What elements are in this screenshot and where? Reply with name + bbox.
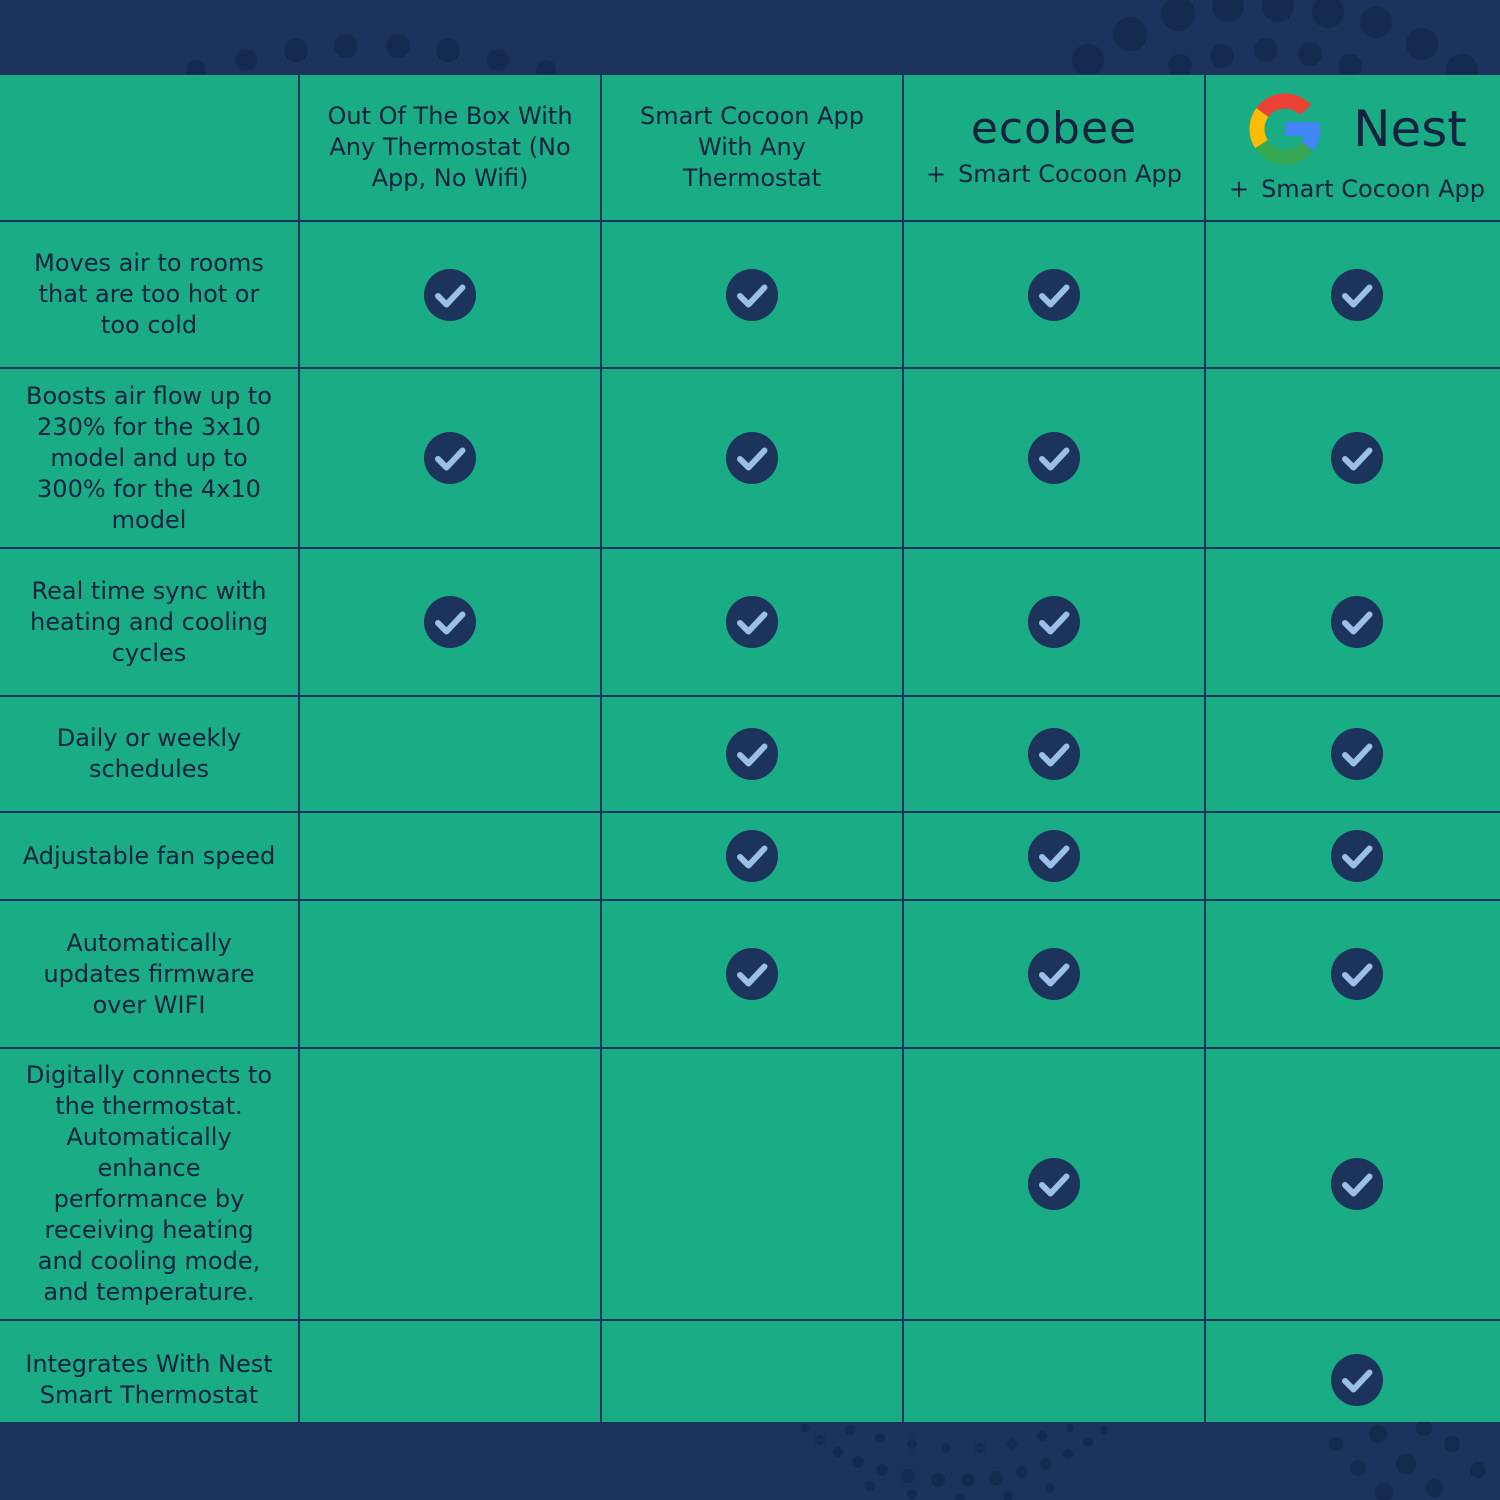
check-circle-icon xyxy=(1028,830,1080,882)
feature-label: Moves air to rooms that are too hot or t… xyxy=(34,249,264,339)
feature-cell: Real time sync with heating and cooling … xyxy=(0,549,298,695)
check-cell xyxy=(904,1049,1204,1319)
check-circle-icon xyxy=(1331,268,1383,321)
bottom-decorative-band xyxy=(0,1422,1500,1500)
feature-cell: Digitally connects to the thermostat. Au… xyxy=(0,1049,298,1319)
feature-label: Integrates With Nest Smart Thermostat xyxy=(25,1349,273,1409)
check-cell xyxy=(904,222,1204,367)
suffix-label: Smart Cocoon App xyxy=(958,159,1183,188)
check-cell xyxy=(1206,813,1500,899)
check-circle-icon xyxy=(726,830,778,882)
check-circle-icon xyxy=(1331,596,1383,648)
check-cell xyxy=(300,222,600,367)
check-cell xyxy=(904,1321,1204,1438)
check-circle-icon xyxy=(1331,1353,1383,1406)
column-header-app-any-thermostat: Smart Cocoon App With Any Thermostat xyxy=(602,75,902,220)
check-cell xyxy=(1206,1049,1500,1319)
check-cell xyxy=(904,697,1204,811)
nest-brand-label: Nest xyxy=(1353,99,1467,158)
check-cell xyxy=(300,1321,600,1438)
feature-cell: Daily or weekly schedules xyxy=(0,697,298,811)
column-header-suffix: + Smart Cocoon App xyxy=(926,158,1182,190)
plus-sign: + xyxy=(1228,174,1250,203)
check-cell xyxy=(602,697,902,811)
check-cell xyxy=(1206,901,1500,1047)
nest-logo: Nest xyxy=(1247,91,1467,167)
check-cell xyxy=(602,1049,902,1319)
check-cell xyxy=(602,1321,902,1438)
column-header-nest: Nest + Smart Cocoon App xyxy=(1206,75,1500,220)
check-cell xyxy=(904,813,1204,899)
top-decorative-band xyxy=(0,0,1500,75)
check-cell xyxy=(1206,1321,1500,1438)
check-circle-icon xyxy=(1028,1158,1080,1210)
column-header-suffix: + Smart Cocoon App xyxy=(1229,173,1485,205)
feature-label: Daily or weekly schedules xyxy=(56,724,242,783)
check-cell xyxy=(300,1049,600,1319)
check-circle-icon xyxy=(424,268,476,321)
check-cell xyxy=(300,369,600,547)
feature-cell: Adjustable fan speed xyxy=(0,813,298,899)
check-cell xyxy=(904,901,1204,1047)
check-cell xyxy=(1206,697,1500,811)
check-cell xyxy=(602,369,902,547)
suffix-label: Smart Cocoon App xyxy=(1261,174,1486,203)
check-circle-icon xyxy=(1028,728,1080,780)
header-corner-cell xyxy=(0,75,298,220)
check-cell xyxy=(1206,222,1500,367)
check-circle-icon xyxy=(1331,1158,1383,1210)
check-circle-icon xyxy=(1331,830,1383,882)
feature-cell: Integrates With Nest Smart Thermostat xyxy=(0,1321,298,1438)
plus-sign: + xyxy=(925,159,947,188)
check-circle-icon xyxy=(1331,432,1383,484)
column-header-label: Smart Cocoon App With Any Thermostat xyxy=(640,102,864,192)
check-cell xyxy=(602,222,902,367)
check-circle-icon xyxy=(1331,728,1383,780)
check-cell xyxy=(602,813,902,899)
feature-label: Automatically updates firmware over WIFI xyxy=(43,928,255,1019)
column-header-label: Out Of The Box With Any Thermostat (No A… xyxy=(327,102,573,192)
check-cell xyxy=(1206,549,1500,695)
feature-cell: Boosts air flow up to 230% for the 3x10 … xyxy=(0,369,298,547)
feature-cell: Moves air to rooms that are too hot or t… xyxy=(0,222,298,367)
dot-pattern-bottom xyxy=(801,1422,1486,1500)
feature-label: Digitally connects to the thermostat. Au… xyxy=(25,1061,273,1306)
dot-pattern-top xyxy=(186,0,1478,75)
google-g-icon xyxy=(1249,93,1321,165)
feature-cell: Automatically updates firmware over WIFI xyxy=(0,901,298,1047)
check-circle-icon xyxy=(726,596,778,648)
check-cell xyxy=(300,697,600,811)
check-circle-icon xyxy=(1028,596,1080,648)
feature-label: Boosts air flow up to 230% for the 3x10 … xyxy=(26,381,272,534)
column-header-out-of-box: Out Of The Box With Any Thermostat (No A… xyxy=(300,75,600,220)
check-circle-icon xyxy=(1028,268,1080,321)
check-circle-icon xyxy=(1331,948,1383,1000)
comparison-table: Out Of The Box With Any Thermostat (No A… xyxy=(0,75,1500,1438)
feature-label: Adjustable fan speed xyxy=(22,841,276,870)
check-circle-icon xyxy=(726,432,778,484)
check-cell xyxy=(904,369,1204,547)
check-cell xyxy=(904,549,1204,695)
check-circle-icon xyxy=(1028,948,1080,1000)
check-circle-icon xyxy=(726,948,778,1000)
check-circle-icon xyxy=(726,268,778,321)
column-header-ecobee: ecobee + Smart Cocoon App xyxy=(904,75,1204,220)
check-cell xyxy=(300,901,600,1047)
ecobee-logo: ecobee xyxy=(970,102,1138,154)
feature-label: Real time sync with heating and cooling … xyxy=(30,576,268,667)
check-cell xyxy=(1206,369,1500,547)
check-circle-icon xyxy=(424,596,476,648)
check-cell xyxy=(300,549,600,695)
check-cell xyxy=(602,901,902,1047)
check-cell xyxy=(602,549,902,695)
check-circle-icon xyxy=(424,432,476,484)
check-circle-icon xyxy=(726,728,778,780)
check-cell xyxy=(300,813,600,899)
check-circle-icon xyxy=(1028,432,1080,484)
